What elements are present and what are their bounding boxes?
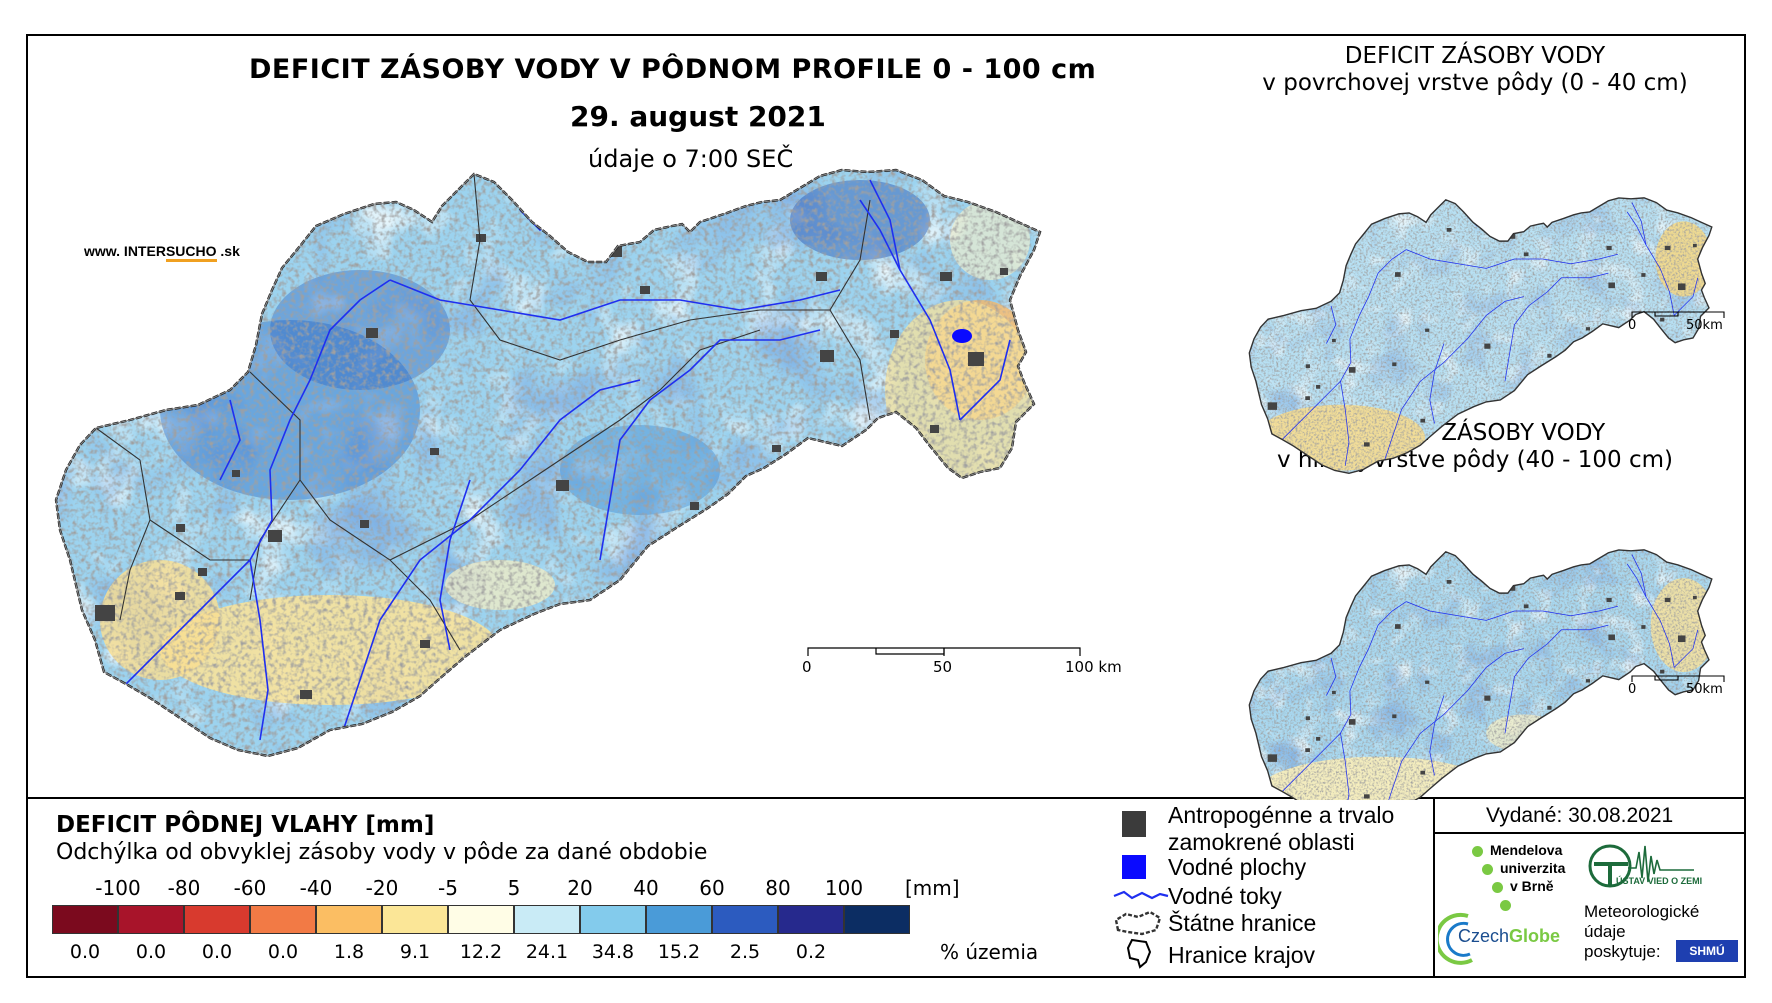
legend-swatch bbox=[712, 905, 778, 934]
main-scale-bar bbox=[807, 647, 1081, 656]
issued-date: Vydané: 30.08.2021 bbox=[1486, 804, 1674, 827]
legend-swatch bbox=[778, 905, 844, 934]
legend-swatch bbox=[844, 905, 910, 934]
mendelu-line1: Mendelova bbox=[1490, 842, 1563, 858]
legend-swatch bbox=[382, 905, 448, 934]
czechglobe-logo: CzechGlobe bbox=[1438, 910, 1578, 970]
legend-tick: 40 bbox=[633, 876, 659, 900]
legend-tick: -60 bbox=[233, 876, 267, 900]
region-border-label: Hranice krajov bbox=[1168, 942, 1315, 968]
legend-tick: 20 bbox=[567, 876, 593, 900]
surface-map-title-line1: DEFICIT ZÁSOBY VODY bbox=[1344, 43, 1606, 69]
water-bodies-label: Vodné plochy bbox=[1168, 854, 1307, 880]
legend-unit: [mm] bbox=[905, 876, 960, 900]
meteo-provider-line3: poskytuje: bbox=[1584, 942, 1661, 961]
legend-tick: 60 bbox=[699, 876, 725, 900]
website-suffix: .sk bbox=[216, 243, 240, 259]
mendelu-line3: v Brně bbox=[1510, 878, 1554, 894]
legend-tick: 100 bbox=[824, 876, 864, 900]
data-time: údaje o 7:00 SEČ bbox=[588, 145, 794, 173]
legend-swatch bbox=[580, 905, 646, 934]
state-border-icon bbox=[1114, 910, 1162, 936]
streams-label: Vodné toky bbox=[1168, 883, 1282, 909]
symbols-divider bbox=[1433, 797, 1435, 978]
legend-percent: 24.1 bbox=[525, 941, 569, 963]
legend-tick: -80 bbox=[167, 876, 201, 900]
legend-swatch bbox=[118, 905, 184, 934]
meteo-provider-label: Meteorologické údaje poskytuje: bbox=[1584, 902, 1699, 962]
czechglobe-name-part2: Globe bbox=[1509, 926, 1561, 946]
main-scale-label-0: 0 bbox=[802, 658, 812, 676]
surface-map-title-line2: v povrchovej vrstve pôdy (0 - 40 cm) bbox=[1262, 70, 1688, 96]
map-date: 29. august 2021 bbox=[570, 100, 826, 133]
mendelu-dot-icon bbox=[1492, 882, 1503, 893]
maps-layer bbox=[54, 168, 1725, 800]
legend-percent: 0.0 bbox=[69, 941, 101, 963]
legend-tick: -20 bbox=[365, 876, 399, 900]
map-frame bbox=[26, 34, 1746, 978]
czechglobe-name: CzechGlobe bbox=[1458, 926, 1560, 947]
legend-subtitle: Odchýlka od obvyklej zásoby vody v pôde … bbox=[56, 840, 708, 865]
legend-swatch bbox=[316, 905, 382, 934]
website-highlight: SUCHO bbox=[165, 243, 217, 262]
main-scale-label-50: 50 bbox=[933, 658, 953, 676]
main-scale-label-100: 100 km bbox=[1065, 658, 1122, 676]
czechglobe-name-part1: Czech bbox=[1458, 926, 1510, 946]
streams-icon bbox=[1113, 890, 1169, 900]
water-bodies-swatch bbox=[1122, 855, 1146, 879]
legend-swatch bbox=[448, 905, 514, 934]
legend-percent: 2.5 bbox=[729, 941, 761, 963]
uvgz-seismograph-icon bbox=[1588, 844, 1694, 888]
legend-swatch bbox=[514, 905, 580, 934]
shmu-logo: SHMÚ bbox=[1676, 940, 1738, 962]
legend-divider bbox=[26, 797, 1746, 799]
region-border-icon bbox=[1126, 938, 1152, 969]
mendelu-dot-icon bbox=[1472, 846, 1483, 857]
meteo-provider-line2: údaje bbox=[1584, 922, 1626, 941]
legend-tick: -100 bbox=[95, 876, 141, 900]
legend-percent-label: % územia bbox=[940, 940, 1039, 964]
anthropogenic-label-line1: Antropogénne a trvalo bbox=[1168, 802, 1395, 828]
main-title: DEFICIT ZÁSOBY VODY V PÔDNOM PROFILE 0 -… bbox=[249, 54, 1097, 85]
state-border-label: Štátne hranice bbox=[1168, 910, 1317, 936]
uvgz-logo: ÚSTAV VIED O ZEMI bbox=[1588, 838, 1702, 898]
legend-percent: 9.1 bbox=[399, 941, 431, 963]
legend-tick: -40 bbox=[299, 876, 333, 900]
legend-percent: 34.8 bbox=[591, 941, 635, 963]
deep-scale-label-0: 0 bbox=[1628, 682, 1637, 697]
issued-underline bbox=[1435, 832, 1744, 834]
legend-swatch bbox=[250, 905, 316, 934]
surface-scale-label-50: 50km bbox=[1686, 318, 1723, 333]
legend-title: DEFICIT PÔDNEJ VLAHY [mm] bbox=[56, 812, 435, 838]
surface-map-title: DEFICIT ZÁSOBY VODY v povrchovej vrstve … bbox=[1240, 43, 1710, 97]
legend-swatch bbox=[646, 905, 712, 934]
surface-scale-label-0: 0 bbox=[1628, 318, 1637, 333]
anthropogenic-label: Antropogénne a trvalo zamokrené oblasti bbox=[1168, 802, 1394, 856]
mendelu-line2: univerzita bbox=[1500, 860, 1566, 876]
anthropogenic-swatch bbox=[1122, 811, 1146, 837]
legend-percent: 0.0 bbox=[201, 941, 233, 963]
mendelu-dot-icon bbox=[1482, 864, 1493, 875]
mendelu-dot-icon bbox=[1500, 900, 1511, 911]
legend-percent: 0.0 bbox=[267, 941, 299, 963]
legend-tick: 80 bbox=[765, 876, 791, 900]
legend-percent: 1.8 bbox=[333, 941, 365, 963]
anthropogenic-label-line2: zamokrené oblasti bbox=[1168, 829, 1355, 855]
legend-percent: 12.2 bbox=[459, 941, 503, 963]
legend-tick: 5 bbox=[507, 876, 521, 900]
legend-percent: 15.2 bbox=[657, 941, 701, 963]
czechglobe-arc-icon bbox=[1438, 912, 1473, 965]
mendelu-logo: Mendelova univerzita v Brně bbox=[1472, 842, 1602, 912]
legend-swatch bbox=[184, 905, 250, 934]
website-link[interactable]: www. INTERSUCHO .sk bbox=[84, 243, 240, 262]
website-prefix: www. INTER bbox=[84, 243, 166, 259]
deep-scale-label-50: 50km bbox=[1686, 682, 1723, 697]
legend-percent: 0.2 bbox=[795, 941, 827, 963]
legend-percent: 0.0 bbox=[135, 941, 167, 963]
legend-tick: -5 bbox=[438, 876, 458, 900]
meteo-provider-line1: Meteorologické bbox=[1584, 902, 1700, 921]
legend-swatch bbox=[52, 905, 118, 934]
uvgz-name: ÚSTAV VIED O ZEMI bbox=[1616, 876, 1703, 886]
